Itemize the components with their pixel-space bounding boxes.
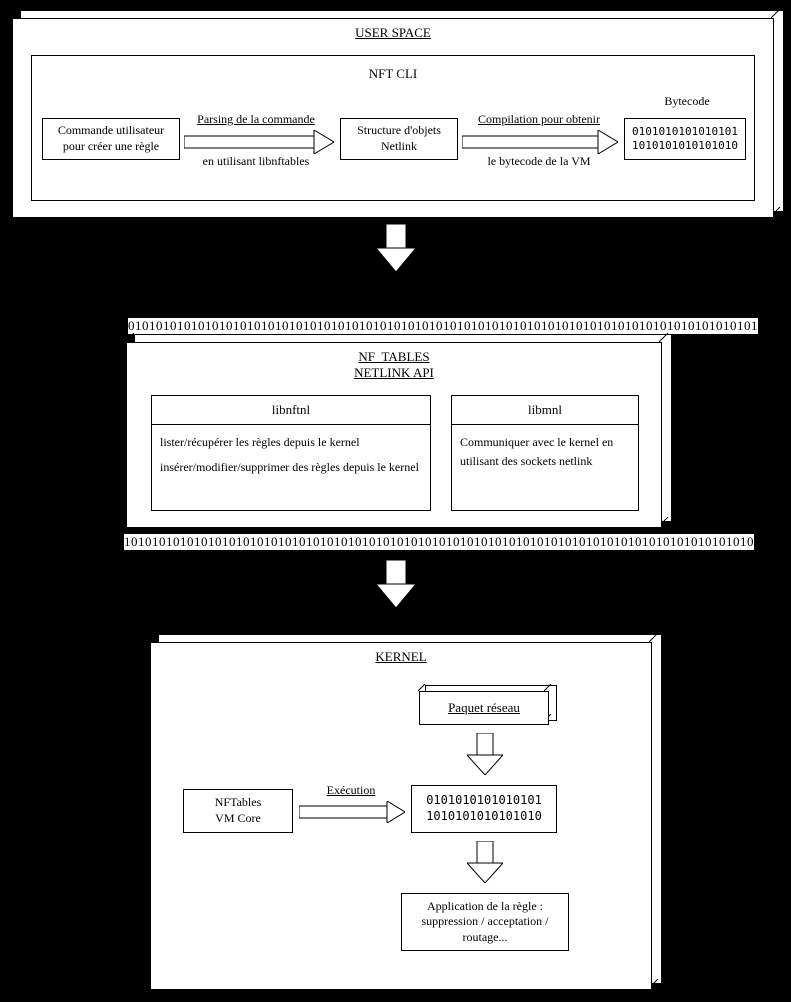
arrow1-bottom: en utilisant libnftables bbox=[182, 154, 330, 168]
vm-core-box: NFTables VM Core bbox=[183, 789, 293, 833]
kernel-bytecode-line1: 0101010101010101 bbox=[426, 793, 542, 809]
arrow2-bottom: le bytecode de la VM bbox=[460, 154, 618, 168]
packet-box: Paquet réseau bbox=[419, 691, 549, 725]
libnftnl-table: libnftnl lister/récupérer les règles dep… bbox=[151, 395, 431, 511]
libmnl-body: Communiquer avec le kernel en utilisant … bbox=[452, 425, 638, 479]
libnftnl-name: libnftnl bbox=[152, 396, 430, 425]
arrow1-top: Parsing de la commande bbox=[182, 112, 330, 126]
bits-row-bottom: 1010101010101010101010101010101010101010… bbox=[124, 534, 754, 550]
user-space-title: USER SPACE bbox=[13, 19, 773, 41]
user-space-panel: USER SPACE NFT CLI Commande utilisateur … bbox=[12, 18, 774, 218]
kernel-bytecode-box: 0101010101010101 1010101010101010 bbox=[411, 785, 557, 833]
bytecode-arrow bbox=[467, 841, 503, 883]
packet-arrow bbox=[467, 733, 503, 775]
netlink-struct-box: Structure d'objets Netlink bbox=[340, 118, 458, 160]
kernel-bytecode-line2: 1010101010101010 bbox=[426, 809, 542, 825]
rule-box: Application de la règle : suppression / … bbox=[401, 893, 569, 951]
bytecode-line1: 0101010101010101 bbox=[632, 125, 738, 139]
netlink-panel: NF_TABLES NETLINK API libnftnl lister/ré… bbox=[126, 342, 662, 528]
exec-arrow bbox=[299, 801, 405, 827]
bits-row-top: 0101010101010101010101010101010101010101… bbox=[128, 318, 758, 334]
netlink-title1: NF_TABLES bbox=[358, 349, 429, 364]
cmd-box: Commande utilisateur pour créer une règl… bbox=[42, 118, 180, 160]
netlink-title2: NETLINK API bbox=[354, 365, 434, 380]
arrow2-top: Compilation pour obtenir bbox=[460, 112, 618, 126]
bytecode-label: Bytecode bbox=[632, 94, 742, 108]
libnftnl-line1: lister/récupérer les règles depuis le ke… bbox=[160, 433, 422, 452]
packet-label: Paquet réseau bbox=[448, 700, 520, 716]
libnftnl-line2: insérer/modifier/supprimer des règles de… bbox=[160, 458, 422, 477]
kernel-panel: KERNEL Paquet réseau NFTables VM Core Ex… bbox=[150, 642, 652, 990]
bytecode-box-1: 0101010101010101 1010101010101010 bbox=[624, 118, 746, 160]
nft-cli-title: NFT CLI bbox=[36, 66, 750, 83]
down-arrow-1 bbox=[376, 224, 416, 272]
libmnl-table: libmnl Communiquer avec le kernel en uti… bbox=[451, 395, 639, 511]
libmnl-name: libmnl bbox=[452, 396, 638, 425]
down-arrow-2 bbox=[376, 560, 416, 608]
exec-label: Exécution bbox=[301, 783, 401, 797]
bytecode-line2: 1010101010101010 bbox=[632, 139, 738, 153]
nft-cli-box: NFT CLI Commande utilisateur pour créer … bbox=[31, 55, 755, 201]
kernel-title: KERNEL bbox=[151, 643, 651, 665]
